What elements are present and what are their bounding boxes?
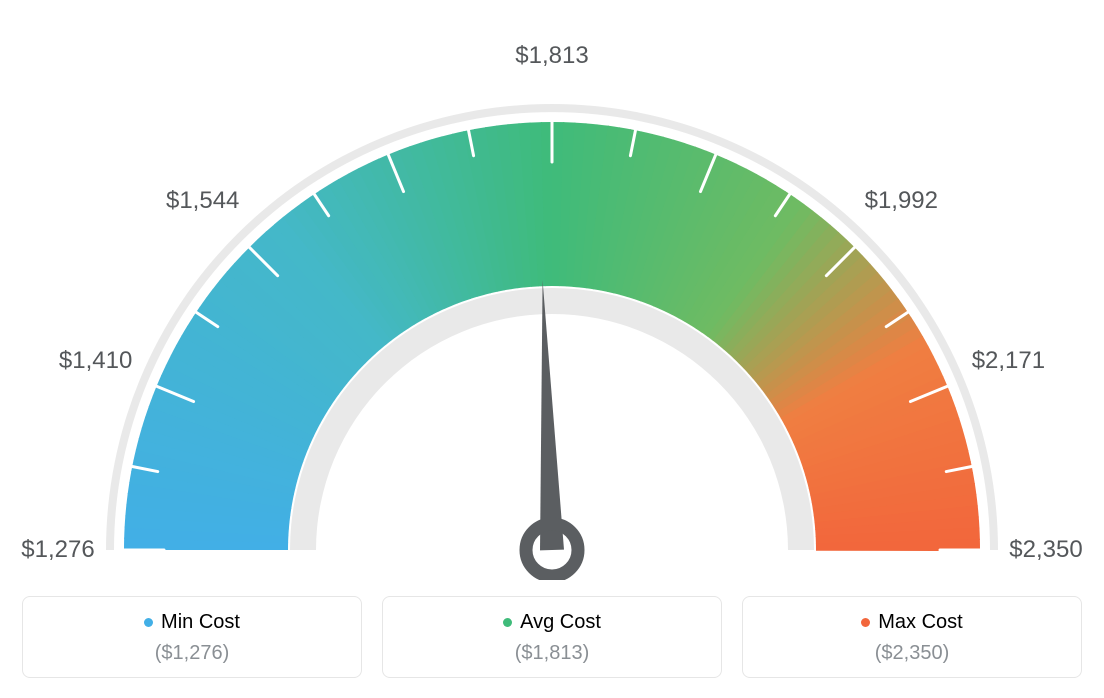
legend-dot-avg xyxy=(503,618,512,627)
legend-label-avg: Avg Cost xyxy=(520,611,601,634)
legend-title-avg: Avg Cost xyxy=(503,611,601,634)
legend-label-min: Min Cost xyxy=(161,611,240,634)
legend-value-min: ($1,276) xyxy=(33,642,351,665)
legend-label-max: Max Cost xyxy=(878,611,962,634)
legend-row: Min Cost ($1,276) Avg Cost ($1,813) Max … xyxy=(22,596,1082,678)
gauge-tick-label: $1,992 xyxy=(865,187,938,215)
legend-dot-min xyxy=(144,618,153,627)
gauge-tick-label: $1,544 xyxy=(166,187,239,215)
cost-gauge-chart: $1,276 $1,410 $1,544 $1,813 $1,992 $2,171 $2,3… xyxy=(22,20,1082,580)
legend-card-min: Min Cost ($1,276) xyxy=(22,596,362,678)
gauge-tick-label: $2,350 xyxy=(1009,536,1082,564)
gauge-tick-label: $1,410 xyxy=(59,347,132,375)
gauge-svg xyxy=(22,20,1082,580)
gauge-tick-label: $2,171 xyxy=(972,347,1045,375)
legend-card-avg: Avg Cost ($1,813) xyxy=(382,596,722,678)
gauge-tick-label: $1,813 xyxy=(515,42,588,70)
gauge-tick-label: $1,276 xyxy=(21,536,94,564)
legend-title-max: Max Cost xyxy=(861,611,962,634)
legend-card-max: Max Cost ($2,350) xyxy=(742,596,1082,678)
legend-value-avg: ($1,813) xyxy=(393,642,711,665)
legend-value-max: ($2,350) xyxy=(753,642,1071,665)
legend-dot-max xyxy=(861,618,870,627)
legend-title-min: Min Cost xyxy=(144,611,240,634)
